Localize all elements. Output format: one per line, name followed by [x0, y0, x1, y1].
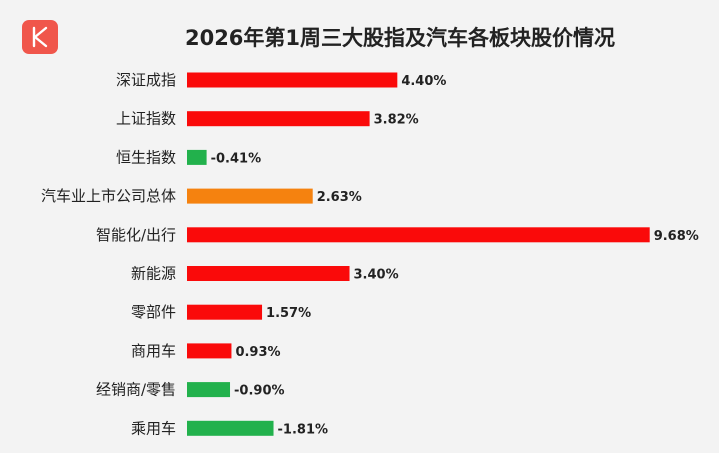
bar [187, 343, 232, 359]
value-label: 3.82% [374, 113, 419, 128]
category-label: 上证指数 [116, 110, 176, 128]
value-label: 0.93% [235, 345, 280, 360]
bar [187, 111, 370, 127]
value-label: 9.68% [654, 229, 699, 244]
bar [187, 188, 313, 204]
k-logo-icon [22, 20, 58, 54]
value-label: -0.41% [211, 151, 262, 166]
value-label: -1.81% [278, 422, 329, 437]
value-label: -0.90% [234, 384, 285, 399]
category-label: 乘用车 [131, 419, 176, 437]
bar [187, 266, 350, 281]
value-label: 4.40% [401, 74, 446, 89]
bar [187, 149, 207, 165]
category-label: 智能化/出行 [96, 226, 176, 244]
bar [187, 382, 231, 398]
bar [187, 72, 398, 88]
value-label: 3.40% [354, 268, 399, 283]
category-label: 汽车业上市公司总体 [41, 187, 176, 205]
bar [187, 420, 274, 436]
chart-title: 2026年第1周三大股指及汽车各板块股价情况 [184, 26, 616, 50]
category-label: 恒生指数 [116, 148, 176, 166]
category-label: 零部件 [131, 303, 176, 321]
value-label: 1.57% [266, 306, 311, 321]
bar [187, 304, 263, 320]
category-label: 经销商/零售 [96, 381, 176, 399]
category-label: 深证成指 [116, 71, 176, 89]
category-label: 商用车 [131, 342, 176, 360]
category-label: 新能源 [131, 265, 176, 283]
value-label: 2.63% [317, 190, 362, 205]
bar [187, 227, 650, 243]
